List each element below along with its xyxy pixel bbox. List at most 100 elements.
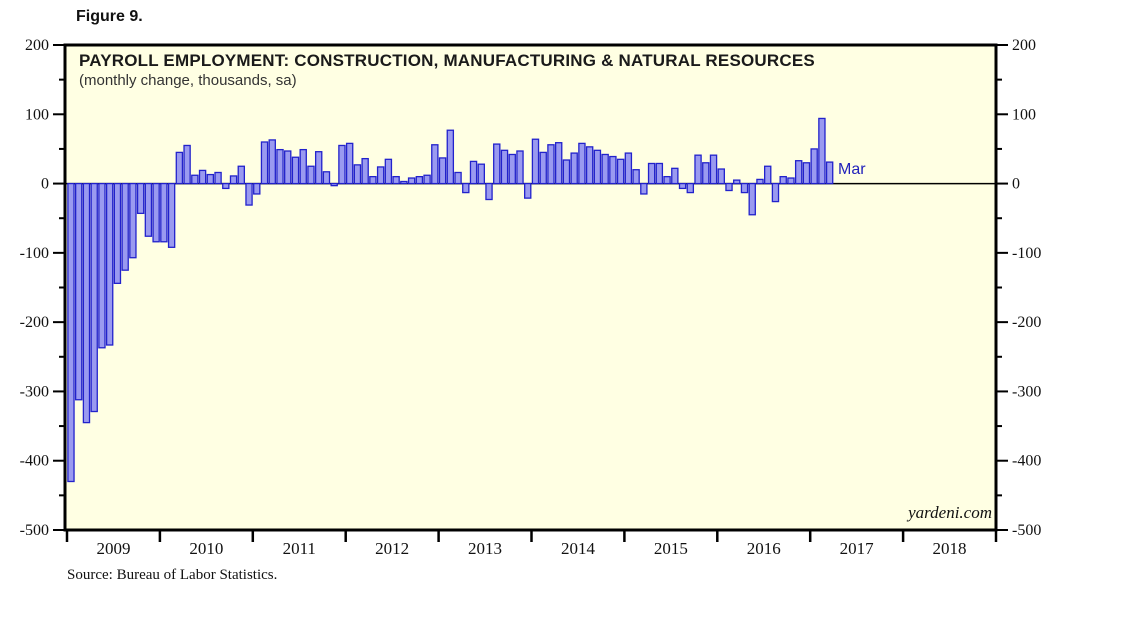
monthly-change-bar bbox=[222, 182, 230, 190]
y-axis-label-left: -100 bbox=[20, 245, 49, 262]
y-axis-label-right: 100 bbox=[1012, 106, 1036, 123]
x-axis-year-label: 2014 bbox=[561, 539, 596, 558]
monthly-change-bar bbox=[353, 164, 362, 185]
monthly-change-bar bbox=[454, 171, 462, 185]
monthly-change-bar bbox=[794, 160, 803, 185]
monthly-change-bar bbox=[121, 182, 129, 271]
y-axis-label-left: -400 bbox=[20, 453, 49, 470]
y-axis-label-right: -200 bbox=[1012, 314, 1041, 331]
source-note: Source: Bureau of Labor Statistics. bbox=[67, 567, 278, 583]
monthly-change-bar bbox=[276, 148, 284, 185]
monthly-change-bar bbox=[554, 142, 563, 185]
monthly-change-bar bbox=[214, 171, 222, 185]
x-axis-year-label: 2011 bbox=[283, 539, 316, 558]
monthly-change-bar bbox=[245, 182, 253, 206]
monthly-change-bar bbox=[787, 177, 795, 185]
monthly-change-bar bbox=[90, 182, 98, 413]
monthly-change-bar bbox=[678, 182, 687, 190]
x-axis-year-label: 2013 bbox=[468, 539, 502, 558]
monthly-change-bar bbox=[717, 168, 725, 185]
monthly-change-bar bbox=[160, 182, 168, 243]
monthly-change-bar bbox=[369, 175, 377, 185]
monthly-change-bar bbox=[640, 182, 648, 195]
monthly-change-bar bbox=[647, 162, 656, 185]
monthly-change-bar bbox=[74, 182, 83, 401]
monthly-change-bar bbox=[229, 175, 238, 185]
monthly-change-bar bbox=[291, 156, 300, 185]
monthly-change-bar bbox=[516, 150, 524, 185]
monthly-change-bar bbox=[616, 158, 625, 185]
monthly-change-bar bbox=[299, 148, 307, 185]
monthly-change-bar bbox=[702, 162, 710, 185]
monthly-change-bar bbox=[477, 163, 486, 185]
monthly-change-bar bbox=[764, 165, 772, 185]
chart-title: PAYROLL EMPLOYMENT: CONSTRUCTION, MANUFA… bbox=[79, 51, 815, 70]
monthly-change-bar bbox=[632, 169, 640, 185]
monthly-change-bar bbox=[307, 165, 315, 185]
y-axis-label-right: -400 bbox=[1012, 453, 1041, 470]
monthly-change-bar bbox=[400, 180, 408, 185]
monthly-change-bar bbox=[322, 171, 331, 185]
y-axis-label-left: 0 bbox=[41, 176, 49, 193]
monthly-change-bar bbox=[818, 117, 826, 185]
monthly-change-bar bbox=[733, 179, 741, 185]
monthly-change-bar bbox=[314, 151, 323, 185]
y-axis-label-left: 100 bbox=[25, 106, 49, 123]
figure-number-label: Figure 9. bbox=[76, 8, 143, 25]
monthly-change-bar bbox=[810, 148, 818, 185]
monthly-change-bar bbox=[345, 142, 354, 185]
monthly-change-bar bbox=[756, 178, 764, 185]
monthly-change-bar bbox=[570, 152, 578, 185]
monthly-change-bar bbox=[338, 144, 346, 185]
monthly-change-bar bbox=[206, 173, 215, 185]
yardeni-watermark: yardeni.com bbox=[908, 503, 992, 522]
monthly-change-bar bbox=[129, 182, 137, 259]
monthly-change-bar bbox=[578, 142, 586, 185]
x-axis-year-label: 2018 bbox=[933, 539, 967, 558]
monthly-change-bar bbox=[771, 182, 780, 203]
monthly-change-bar bbox=[825, 161, 834, 185]
plot-area bbox=[63, 43, 998, 532]
monthly-change-bar bbox=[144, 182, 153, 237]
x-axis-year-label: 2016 bbox=[747, 539, 781, 558]
monthly-change-bar bbox=[105, 182, 114, 346]
monthly-change-bar bbox=[260, 141, 269, 185]
monthly-change-bar bbox=[686, 182, 695, 194]
monthly-change-bar bbox=[183, 144, 191, 185]
monthly-change-bar bbox=[585, 146, 594, 185]
monthly-change-bar bbox=[740, 182, 749, 194]
monthly-change-bar bbox=[237, 165, 246, 185]
y-axis-label-right: -300 bbox=[1012, 383, 1041, 400]
monthly-change-bar bbox=[407, 177, 416, 185]
monthly-change-bar bbox=[175, 151, 184, 185]
monthly-change-bar bbox=[469, 160, 478, 185]
monthly-change-bar bbox=[663, 175, 671, 185]
monthly-change-bar bbox=[500, 149, 509, 185]
monthly-change-bar bbox=[624, 152, 633, 185]
monthly-change-bar bbox=[136, 182, 145, 215]
monthly-change-bar bbox=[547, 144, 555, 185]
monthly-change-bar bbox=[446, 129, 455, 185]
monthly-change-bar bbox=[82, 182, 91, 424]
chart-subtitle: (monthly change, thousands, sa) bbox=[79, 72, 297, 89]
x-axis-year-label: 2009 bbox=[96, 539, 130, 558]
monthly-change-bar bbox=[67, 182, 75, 483]
monthly-change-bar bbox=[284, 150, 292, 185]
monthly-change-bar bbox=[98, 182, 106, 349]
monthly-change-bar bbox=[415, 175, 424, 185]
monthly-change-bar bbox=[191, 174, 199, 185]
monthly-change-bar bbox=[694, 154, 702, 185]
x-axis-year-label: 2017 bbox=[840, 539, 875, 558]
monthly-change-bar bbox=[485, 182, 493, 201]
y-axis-label-right: 0 bbox=[1012, 176, 1020, 193]
monthly-change-bar bbox=[601, 153, 609, 185]
monthly-change-bar bbox=[438, 157, 447, 185]
monthly-change-bar bbox=[384, 158, 393, 185]
monthly-change-bar bbox=[330, 182, 338, 187]
monthly-change-bar bbox=[655, 162, 664, 185]
monthly-change-bar bbox=[725, 182, 733, 192]
y-axis-label-right: 200 bbox=[1012, 37, 1036, 54]
monthly-change-bar bbox=[671, 167, 679, 185]
